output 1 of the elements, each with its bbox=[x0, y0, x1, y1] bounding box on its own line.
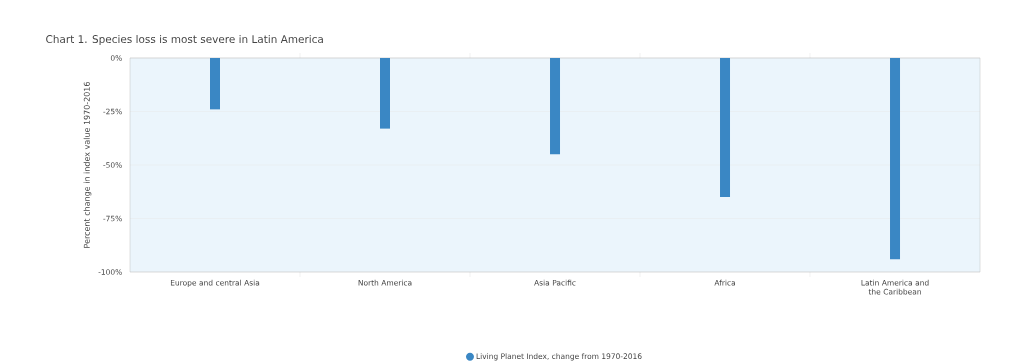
chart-title: Chart 1. Species loss is most severe in Latin America bbox=[46, 34, 323, 46]
